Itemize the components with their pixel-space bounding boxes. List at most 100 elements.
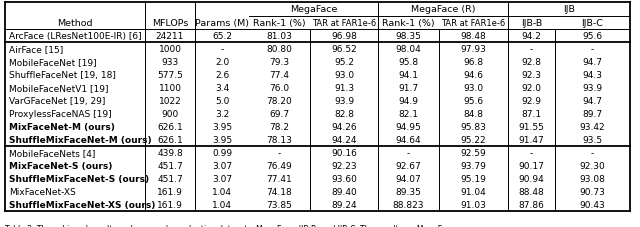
Text: ShuffleMixFaceNet-XS (ours): ShuffleMixFaceNet-XS (ours) <box>9 200 156 209</box>
Text: 3.07: 3.07 <box>212 161 232 170</box>
Text: 98.04: 98.04 <box>396 45 421 54</box>
Text: 88.823: 88.823 <box>393 200 424 209</box>
Text: 92.59: 92.59 <box>461 148 486 157</box>
Text: MegaFace: MegaFace <box>290 5 337 15</box>
Text: 98.35: 98.35 <box>396 32 421 41</box>
Text: 94.2: 94.2 <box>522 32 541 41</box>
Text: 95.19: 95.19 <box>461 174 486 183</box>
Text: 94.24: 94.24 <box>332 135 356 144</box>
Text: 93.9: 93.9 <box>582 84 603 93</box>
Text: MobileFaceNet [19]: MobileFaceNet [19] <box>9 58 97 67</box>
Text: 91.04: 91.04 <box>461 187 486 196</box>
Text: 94.1: 94.1 <box>399 71 419 80</box>
Text: MixFaceNet-M (ours): MixFaceNet-M (ours) <box>9 122 115 131</box>
Text: 95.6: 95.6 <box>582 32 603 41</box>
Text: IJB-B: IJB-B <box>521 19 542 28</box>
Text: 91.7: 91.7 <box>399 84 419 93</box>
Text: 65.2: 65.2 <box>212 32 232 41</box>
Text: 96.98: 96.98 <box>331 32 357 41</box>
Text: 94.9: 94.9 <box>399 96 419 106</box>
Text: 439.8: 439.8 <box>157 148 183 157</box>
Text: AirFace [15]: AirFace [15] <box>9 45 63 54</box>
Text: 451.7: 451.7 <box>157 161 183 170</box>
Text: ShuffleFaceNet [19, 18]: ShuffleFaceNet [19, 18] <box>9 71 116 80</box>
Text: IJB: IJB <box>563 5 575 15</box>
Text: 94.6: 94.6 <box>463 71 483 80</box>
Text: 96.8: 96.8 <box>463 58 484 67</box>
Text: 95.6: 95.6 <box>463 96 484 106</box>
Text: 77.41: 77.41 <box>267 174 292 183</box>
Text: 93.79: 93.79 <box>461 161 486 170</box>
Text: Rank-1 (%): Rank-1 (%) <box>253 19 306 28</box>
Text: 626.1: 626.1 <box>157 122 183 131</box>
Text: 91.47: 91.47 <box>518 135 545 144</box>
Text: VarGFaceNet [19, 29]: VarGFaceNet [19, 29] <box>9 96 106 106</box>
Text: 161.9: 161.9 <box>157 187 183 196</box>
Text: 1000: 1000 <box>159 45 182 54</box>
Text: 90.73: 90.73 <box>580 187 605 196</box>
Text: 76.0: 76.0 <box>269 84 289 93</box>
Text: 1.04: 1.04 <box>212 187 232 196</box>
Text: 93.5: 93.5 <box>582 135 603 144</box>
Text: MobileFaceNetV1 [19]: MobileFaceNetV1 [19] <box>9 84 109 93</box>
Text: 94.95: 94.95 <box>396 122 421 131</box>
Text: 90.43: 90.43 <box>580 200 605 209</box>
Text: 88.48: 88.48 <box>518 187 545 196</box>
Text: IJB-C: IJB-C <box>582 19 604 28</box>
Text: 0.99: 0.99 <box>212 148 232 157</box>
Text: 82.1: 82.1 <box>399 109 419 118</box>
Text: 95.8: 95.8 <box>399 58 419 67</box>
Text: -: - <box>530 148 533 157</box>
Text: 3.95: 3.95 <box>212 122 232 131</box>
Text: 1.04: 1.04 <box>212 200 232 209</box>
Text: 3.95: 3.95 <box>212 135 232 144</box>
Text: 97.93: 97.93 <box>461 45 486 54</box>
Text: 91.3: 91.3 <box>334 84 354 93</box>
Text: MixFaceNet-XS: MixFaceNet-XS <box>9 187 76 196</box>
Text: 87.1: 87.1 <box>522 109 541 118</box>
Text: 1022: 1022 <box>159 96 181 106</box>
Text: 77.4: 77.4 <box>269 71 289 80</box>
Text: 94.64: 94.64 <box>396 135 421 144</box>
Text: 93.9: 93.9 <box>334 96 354 106</box>
Text: 577.5: 577.5 <box>157 71 183 80</box>
Text: 90.17: 90.17 <box>518 161 545 170</box>
Text: 3.07: 3.07 <box>212 174 232 183</box>
Text: 95.2: 95.2 <box>334 58 354 67</box>
Text: Params (M): Params (M) <box>195 19 249 28</box>
Text: Table 2: The achieved results on large-scale evaluation datasets, MegaFace, IJB-: Table 2: The achieved results on large-s… <box>5 224 455 227</box>
Text: 69.7: 69.7 <box>269 109 289 118</box>
Text: TAR at FAR1e-6: TAR at FAR1e-6 <box>312 19 376 28</box>
Text: 2.6: 2.6 <box>215 71 229 80</box>
Text: 161.9: 161.9 <box>157 200 183 209</box>
Text: Method: Method <box>57 19 93 28</box>
Text: 92.0: 92.0 <box>522 84 541 93</box>
Text: 93.60: 93.60 <box>331 174 357 183</box>
Text: 81.03: 81.03 <box>267 32 292 41</box>
Text: -: - <box>591 45 594 54</box>
Text: 82.8: 82.8 <box>334 109 354 118</box>
Text: -: - <box>407 148 410 157</box>
Text: 78.20: 78.20 <box>267 96 292 106</box>
Text: -: - <box>530 45 533 54</box>
Text: -: - <box>591 148 594 157</box>
Text: -: - <box>278 148 281 157</box>
Text: 95.22: 95.22 <box>461 135 486 144</box>
Text: 3.2: 3.2 <box>215 109 229 118</box>
Text: 78.13: 78.13 <box>267 135 292 144</box>
Text: 98.48: 98.48 <box>461 32 486 41</box>
Text: 89.35: 89.35 <box>396 187 421 196</box>
Text: 90.94: 90.94 <box>518 174 545 183</box>
Text: ShuffleMixFaceNet-S (ours): ShuffleMixFaceNet-S (ours) <box>9 174 149 183</box>
Text: MegaFace (R): MegaFace (R) <box>411 5 476 15</box>
Text: 92.8: 92.8 <box>522 58 541 67</box>
Text: 89.7: 89.7 <box>582 109 603 118</box>
Text: 93.08: 93.08 <box>580 174 605 183</box>
Text: 80.80: 80.80 <box>267 45 292 54</box>
Text: 73.85: 73.85 <box>267 200 292 209</box>
Text: Rank-1 (%): Rank-1 (%) <box>382 19 435 28</box>
Text: 94.7: 94.7 <box>582 96 602 106</box>
Text: 79.3: 79.3 <box>269 58 289 67</box>
Text: 96.52: 96.52 <box>331 45 357 54</box>
Text: MixFaceNet-S (ours): MixFaceNet-S (ours) <box>9 161 113 170</box>
